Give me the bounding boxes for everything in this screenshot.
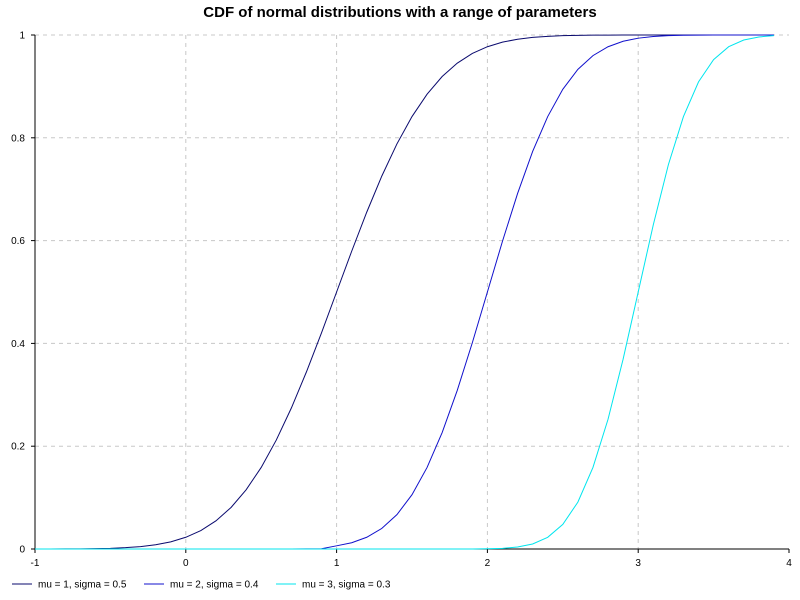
y-tick-label: 0.2 bbox=[11, 442, 25, 453]
series-line-2 bbox=[35, 34, 774, 550]
x-tick-label: 3 bbox=[635, 558, 641, 569]
y-tick-label: 1 bbox=[19, 31, 25, 42]
axes bbox=[34, 35, 789, 550]
legend-label-3: mu = 3, sigma = 0.3 bbox=[302, 580, 391, 591]
x-axis-ticks: -1 0 1 2 3 4 bbox=[31, 549, 792, 569]
x-tick-label: 1 bbox=[334, 558, 340, 569]
chart-title: CDF of normal distributions with a range… bbox=[203, 4, 597, 21]
y-tick-label: 0.8 bbox=[11, 133, 25, 144]
x-tick-label: -1 bbox=[31, 558, 40, 569]
x-tick-label: 4 bbox=[786, 558, 792, 569]
y-axis-ticks: 0 0.2 0.4 0.6 0.8 1 bbox=[11, 31, 35, 556]
series-line-1 bbox=[34, 34, 774, 550]
legend: mu = 1, sigma = 0.5 mu = 2, sigma = 0.4 mu… bbox=[12, 580, 391, 591]
series-line-3 bbox=[35, 35, 774, 550]
legend-label-1: mu = 1, sigma = 0.5 bbox=[38, 580, 127, 591]
y-tick-label: 0.4 bbox=[11, 339, 25, 350]
series-lines bbox=[34, 34, 774, 550]
grid bbox=[35, 34, 789, 549]
legend-label-2: mu = 2, sigma = 0.4 bbox=[170, 580, 259, 591]
x-tick-label: 2 bbox=[485, 558, 491, 569]
y-tick-label: 0 bbox=[19, 545, 25, 556]
y-tick-label: 0.6 bbox=[11, 236, 25, 247]
x-tick-label: 0 bbox=[183, 558, 189, 569]
